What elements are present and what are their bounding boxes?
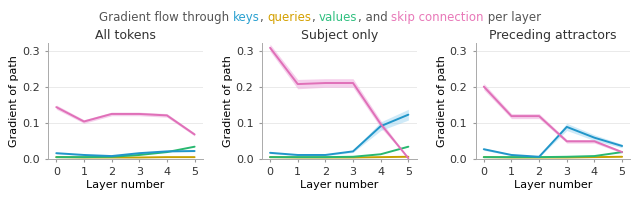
Text: , and: , and — [358, 11, 391, 24]
Title: Subject only: Subject only — [301, 29, 378, 42]
Text: Gradient flow through: Gradient flow through — [99, 11, 233, 24]
Text: queries: queries — [268, 11, 312, 24]
Y-axis label: Gradient of path: Gradient of path — [436, 55, 447, 147]
X-axis label: Layer number: Layer number — [86, 180, 164, 190]
Text: keys: keys — [233, 11, 260, 24]
Text: values: values — [319, 11, 358, 24]
Text: per layer: per layer — [484, 11, 541, 24]
Title: Preceding attractors: Preceding attractors — [489, 29, 617, 42]
X-axis label: Layer number: Layer number — [300, 180, 378, 190]
Text: ,: , — [260, 11, 268, 24]
Y-axis label: Gradient of path: Gradient of path — [9, 55, 19, 147]
Text: skip connection: skip connection — [391, 11, 484, 24]
Title: All tokens: All tokens — [95, 29, 156, 42]
X-axis label: Layer number: Layer number — [514, 180, 592, 190]
Text: ,: , — [312, 11, 319, 24]
Y-axis label: Gradient of path: Gradient of path — [223, 55, 233, 147]
